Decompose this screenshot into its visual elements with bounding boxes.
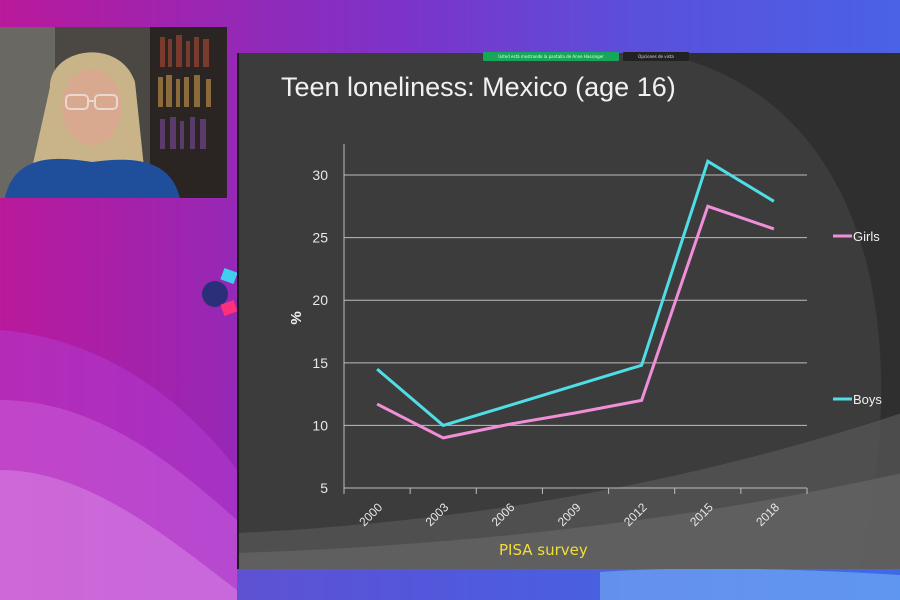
sharing-indicator[interactable]: Usted está mostrando la pantalla de Anne…	[483, 52, 619, 61]
slide-background	[239, 53, 900, 569]
screen-share-bar: Usted está mostrando la pantalla de Anne…	[483, 52, 689, 61]
series-line-girls	[376, 204, 775, 440]
x-tick-label: 2015	[687, 500, 716, 529]
x-tick-label: 2006	[489, 500, 518, 529]
y-tick-label: 10	[312, 417, 328, 433]
loneliness-line-chart: 5 10 15 20 25 30 2000 2003 2006 2009 2012 2015 2018%…	[288, 144, 882, 529]
presentation-slide: Teen loneliness: Mexico (age 16) 5 10 15 20…	[237, 53, 900, 569]
view-options-button[interactable]: Opciones de vista	[623, 52, 689, 61]
y-tick-label: 5	[320, 480, 328, 496]
slide-footer-source: PISA survey	[499, 541, 588, 559]
legend-label-boys: Boys	[853, 392, 882, 407]
y-axis-label: %	[288, 311, 305, 324]
y-tick-label: 30	[312, 167, 328, 183]
logo-mark	[202, 281, 228, 307]
x-tick-label: 2012	[621, 500, 650, 529]
y-tick-label: 25	[312, 230, 328, 246]
x-tick-label: 2003	[423, 500, 452, 529]
slide-title: Teen loneliness: Mexico (age 16)	[281, 72, 676, 102]
x-tick-label: 2009	[555, 500, 584, 529]
y-tick-label: 20	[312, 292, 328, 308]
x-tick-label: 2000	[356, 500, 385, 529]
x-tick-label: 2018	[753, 500, 782, 529]
series-line-boys	[376, 159, 775, 428]
participant-video	[0, 27, 227, 198]
legend-label-girls: Girls	[853, 229, 880, 244]
webcam-video-tile[interactable]	[0, 27, 227, 198]
y-tick-label: 15	[312, 355, 328, 371]
